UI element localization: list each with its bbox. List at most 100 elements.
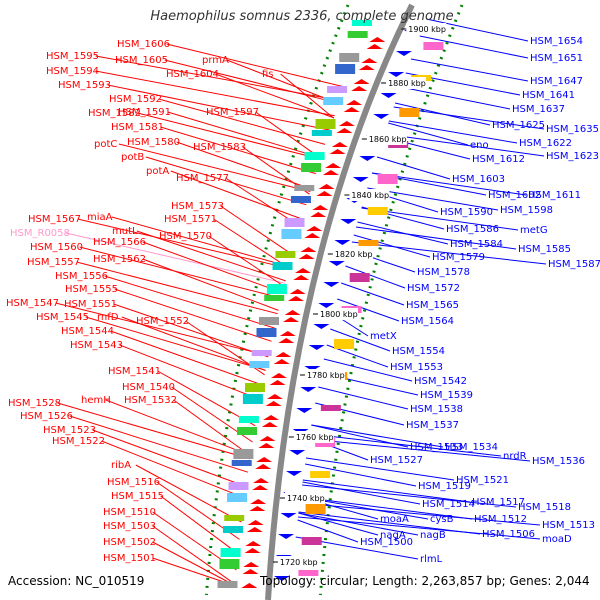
- reverse-gene-label: HSM_1584: [450, 239, 503, 250]
- reverse-gene-arrow: [308, 345, 325, 350]
- forward-leader-line: [92, 429, 247, 487]
- forward-gene-arrow: [253, 478, 270, 483]
- forward-leader-line: [173, 399, 251, 457]
- forward-leader-line: [76, 261, 278, 315]
- reverse-leader-line: [298, 512, 419, 536]
- forward-gene-label: HSM_1591: [118, 107, 171, 118]
- forward-leader-line: [85, 316, 266, 371]
- feature-block: [219, 559, 240, 569]
- forward-leader-line: [208, 235, 285, 287]
- map-title: Haemophilus somnus 2336, complete genome: [150, 9, 453, 24]
- forward-gene-label: HSM_1606: [117, 39, 170, 50]
- feature-block: [281, 229, 302, 239]
- reverse-gene-label: HSM_1521: [456, 475, 509, 486]
- reverse-gene-label: HSM_1611: [528, 190, 581, 201]
- feature-block: [256, 328, 277, 337]
- forward-gene-label: HSM_1501: [103, 553, 156, 564]
- forward-gene-arrow: [289, 289, 306, 294]
- forward-leader-line: [176, 141, 312, 190]
- reverse-gene-label: HSM_1622: [519, 138, 572, 149]
- reverse-gene-label: HSM_1564: [401, 316, 454, 327]
- reverse-gene-arrow: [388, 72, 405, 77]
- inner-ruler-dots: [204, 4, 350, 596]
- kbp-ticks: 1900 kbp 1880 kbp 1860 kbp 1840 kbp 1820 kbp…: [272, 23, 447, 568]
- reverse-leader-line: [323, 358, 413, 382]
- inner-ruler: [204, 4, 350, 596]
- reverse-leader-line: [384, 133, 545, 157]
- forward-gene-label: prmA: [202, 55, 229, 66]
- forward-gene-arrow: [331, 142, 348, 147]
- forward-gene-arrow: [255, 464, 272, 469]
- forward-gene-arrow: [256, 457, 273, 462]
- reverse-gene-label: HSM_1590: [440, 207, 493, 218]
- reverse-gene-label: HSM_1578: [417, 267, 470, 278]
- forward-gene-label: HSM_1555: [65, 284, 118, 295]
- forward-gene-arrow: [258, 443, 275, 448]
- forward-leader-line: [160, 495, 239, 555]
- forward-gene-label: HSM_1597: [206, 107, 259, 118]
- feature-block: [264, 295, 285, 301]
- forward-leader-line: [113, 303, 269, 358]
- reverse-leader-line: [353, 234, 431, 258]
- forward-gene-label: HSM_1541: [108, 366, 161, 377]
- forward-gene-label: HSM_1522: [52, 436, 105, 447]
- forward-gene-arrow: [304, 233, 321, 238]
- reverse-gene-label: HSM_1539: [420, 390, 473, 401]
- reverse-gene-label: HSM_1513: [542, 520, 595, 531]
- reverse-gene-label: HSM_1654: [530, 36, 583, 47]
- forward-gene-label: HSM_1545: [36, 312, 89, 323]
- forward-gene-label: HSM_1577: [176, 173, 229, 184]
- forward-leader-line: [160, 126, 316, 175]
- forward-gene-arrow: [242, 569, 259, 574]
- feature-block: [339, 53, 360, 62]
- feature-block: [327, 86, 348, 93]
- outer-ruler: [318, 4, 464, 596]
- forward-gene-arrow: [265, 401, 282, 406]
- forward-gene-label: HSM_1544: [61, 326, 114, 337]
- genome-summary: Topology: circular; Length: 2,263,857 bp…: [259, 574, 590, 588]
- forward-gene-label: HSM_1543: [70, 340, 123, 351]
- kbp-tick-bg: [318, 308, 359, 320]
- feature-block: [266, 284, 287, 294]
- reverse-leader-line: [388, 120, 518, 144]
- reverse-leader-line: [308, 438, 531, 462]
- forward-gene-label: HSM_1567: [28, 214, 81, 225]
- feature-block: [351, 20, 372, 26]
- forward-gene-arrow: [351, 86, 368, 91]
- forward-leader-line: [57, 402, 251, 460]
- forward-leader-line: [220, 205, 293, 256]
- reverse-gene-label: HSM_1612: [472, 154, 525, 165]
- feature-block: [367, 207, 388, 215]
- feature-block: [275, 251, 296, 258]
- forward-gene-arrow: [261, 422, 278, 427]
- reverse-gene-arrow: [313, 324, 330, 329]
- reverse-gene-label: HSM_1514: [422, 499, 475, 510]
- kbp-tick-bg: [304, 369, 345, 381]
- feature-block: [311, 130, 332, 136]
- feature-block: [310, 471, 331, 478]
- feature-block: [335, 64, 356, 74]
- reverse-gene-arrow: [278, 534, 295, 539]
- forward-gene-arrow: [249, 506, 266, 511]
- reverse-leader-line: [351, 241, 547, 265]
- forward-leader-line: [121, 316, 266, 371]
- forward-leader-line: [137, 112, 321, 160]
- forward-gene-label: HSM_1595: [46, 51, 99, 62]
- reverse-leader-line: [305, 457, 455, 481]
- reverse-gene-label: nagB: [420, 530, 446, 541]
- feature-block: [272, 262, 293, 270]
- forward-leader-line: [107, 84, 330, 131]
- forward-gene-arrow: [336, 128, 353, 133]
- reverse-gene-label: HSM_1579: [432, 252, 485, 263]
- kbp-tick-label: 1880 kbp: [388, 79, 426, 88]
- reverse-gene-label: nagA: [380, 530, 406, 541]
- feature-block: [320, 405, 341, 411]
- forward-gene-label: HSM_1523: [43, 425, 96, 436]
- feature-block: [305, 504, 326, 514]
- reverse-leader-line: [305, 463, 417, 487]
- forward-gene-arrow: [316, 191, 333, 196]
- feature-block: [423, 42, 444, 50]
- kbp-tick-label: 1740 kbp: [287, 494, 325, 503]
- forward-gene-label: HSM_1582: [88, 108, 141, 119]
